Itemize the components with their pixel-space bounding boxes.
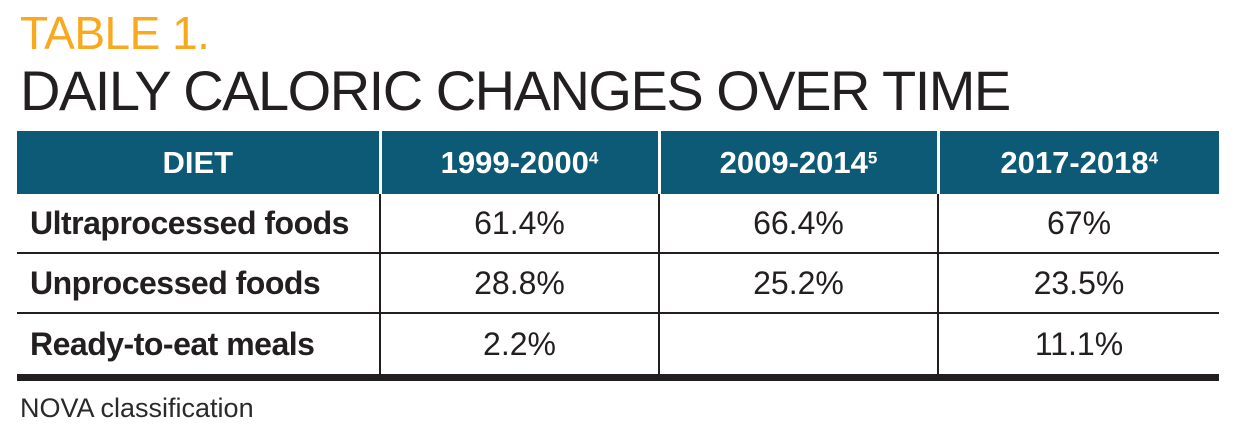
footnote-ref: 5	[867, 148, 878, 168]
cell-value: 67%	[937, 194, 1219, 254]
table-row-unprocessed: Unprocessed foods 28.8% 25.2% 23.5%	[17, 252, 1219, 314]
cell-value: 66.4%	[658, 194, 938, 254]
footnote-ref: 4	[1148, 148, 1159, 168]
column-header-2009-2014: 2009-20145	[657, 131, 938, 195]
cell-value: 25.2%	[658, 252, 938, 314]
column-header-label: 1999-2000	[440, 144, 589, 180]
column-header-1999-2000: 1999-20004	[378, 131, 659, 195]
page-title: DAILY CALORIC CHANGES OVER TIME	[20, 59, 1011, 122]
column-header-label: 2017-2018	[1000, 144, 1149, 180]
daily-caloric-changes-table: DIET 1999-20004 2009-20145 2017-20184 Ul…	[17, 131, 1219, 382]
column-header-diet: DIET	[17, 131, 380, 195]
cell-value: 28.8%	[379, 252, 659, 314]
column-header-label: 2009-2014	[719, 144, 868, 180]
table-header-row: DIET 1999-20004 2009-20145 2017-20184	[17, 131, 1219, 195]
cell-value: 11.1%	[937, 312, 1219, 378]
row-label: Ultraprocessed foods	[30, 204, 349, 241]
column-header-2017-2018: 2017-20184	[936, 131, 1219, 195]
table-footnote: NOVA classification	[20, 393, 254, 424]
cell-value: 2.2%	[379, 312, 659, 378]
cell-value: 61.4%	[379, 194, 659, 254]
table-row-ultraprocessed: Ultraprocessed foods 61.4% 66.4% 67%	[17, 194, 1219, 254]
column-header-label: DIET	[162, 144, 234, 180]
table-eyebrow: TABLE 1.	[20, 7, 210, 59]
row-label: Unprocessed foods	[17, 252, 380, 314]
cell-value	[658, 312, 938, 378]
table-row-ready-to-eat: Ready-to-eat meals 2.2% 11.1%	[17, 312, 1219, 378]
footnote-ref: 4	[588, 148, 599, 168]
cell-value: 23.5%	[937, 252, 1219, 314]
row-label: Ready-to-eat meals	[17, 312, 380, 378]
